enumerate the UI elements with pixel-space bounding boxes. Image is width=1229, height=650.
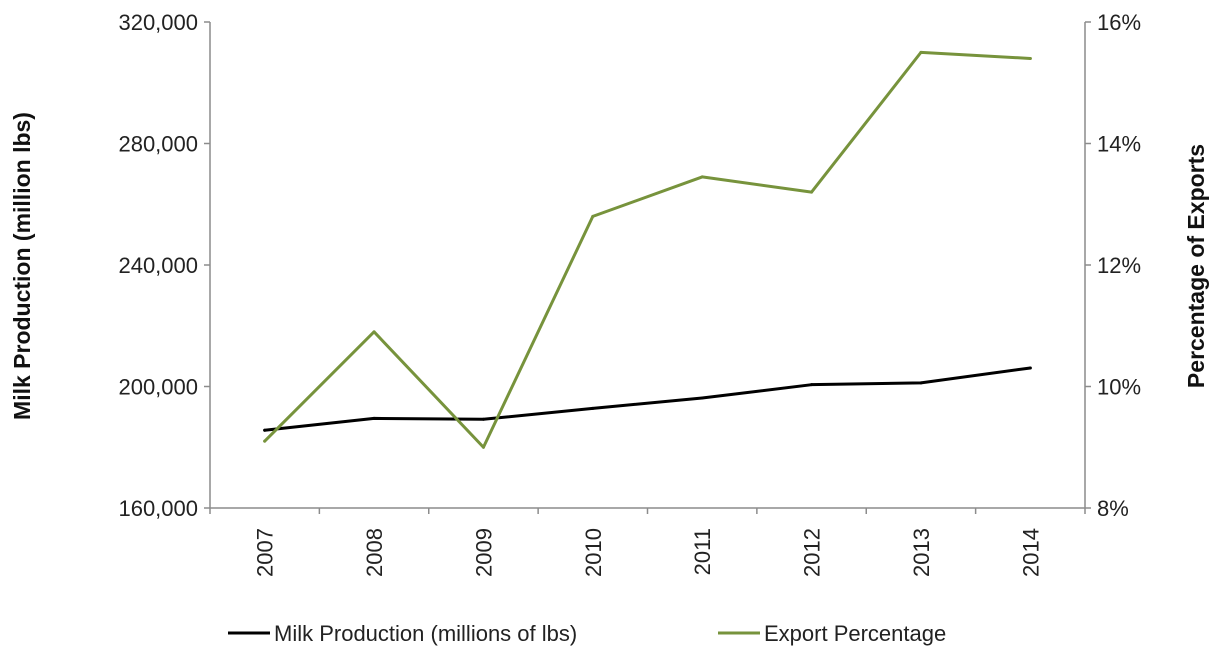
x-tick-label: 2012: [800, 528, 825, 577]
data-point-export-percentage: [263, 439, 267, 443]
y-left-tick-label: 240,000: [118, 253, 198, 278]
data-point-milk-production: [1028, 366, 1032, 370]
data-point-milk-production: [591, 406, 595, 410]
y-right-tick-label: 8%: [1097, 496, 1129, 521]
data-point-export-percentage: [919, 50, 923, 54]
axes-layer: 160,000 200,000 240,000 280,000 320,000 8% 10%…: [118, 10, 1141, 577]
legend-label-milk: Milk Production (millions of lbs): [274, 621, 577, 646]
x-tick-label: 2008: [362, 528, 387, 577]
data-point-export-percentage: [810, 190, 814, 194]
data-point-export-percentage: [591, 214, 595, 218]
legend: Milk Production (millions of lbs) Export…: [228, 621, 946, 646]
data-point-milk-production: [919, 381, 923, 385]
x-tick-label: 2010: [581, 528, 606, 577]
data-point-milk-production: [263, 428, 267, 432]
data-point-milk-production: [372, 416, 376, 420]
legend-label-export: Export Percentage: [764, 621, 946, 646]
series-line-milk-production: [263, 366, 1032, 432]
x-tick-label: 2013: [909, 528, 934, 577]
y-left-tick-label: 200,000: [118, 375, 198, 400]
x-tick-label: 2007: [253, 528, 278, 577]
y-right-tick-label: 16%: [1097, 10, 1141, 35]
y-left-tick-label: 320,000: [118, 10, 198, 35]
x-tick-label: 2014: [1018, 528, 1043, 577]
data-point-export-percentage: [700, 175, 704, 179]
x-tick-label: 2009: [471, 528, 496, 577]
data-point-milk-production: [481, 417, 485, 421]
data-point-milk-production: [700, 396, 704, 400]
data-point-export-percentage: [372, 330, 376, 334]
data-point-milk-production: [810, 383, 814, 387]
data-point-export-percentage: [1028, 56, 1032, 60]
x-tick-label: 2011: [690, 528, 715, 575]
y-right-tick-label: 12%: [1097, 253, 1141, 278]
y-right-tick-label: 10%: [1097, 375, 1141, 400]
y-right-axis-title: Percentage of Exports: [1183, 144, 1209, 388]
data-point-export-percentage: [481, 445, 485, 449]
series-line-export-percentage: [263, 50, 1032, 449]
y-left-axis-title: Milk Production (million lbs): [9, 112, 35, 420]
series-layer: [263, 50, 1032, 449]
y-left-tick-label: 280,000: [118, 132, 198, 157]
y-right-tick-label: 14%: [1097, 132, 1141, 157]
y-left-tick-label: 160,000: [118, 496, 198, 521]
